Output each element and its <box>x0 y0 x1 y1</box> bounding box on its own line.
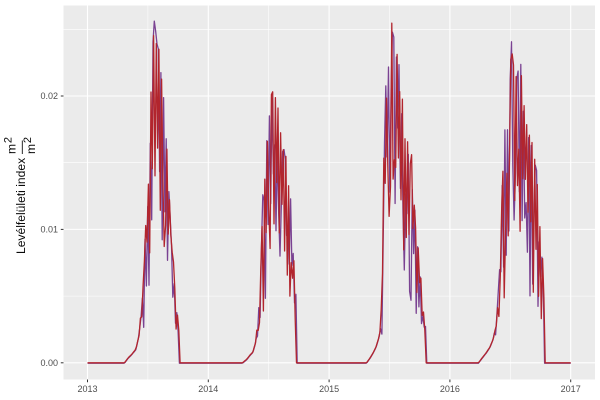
svg-text:2014: 2014 <box>198 384 218 394</box>
svg-text:2016: 2016 <box>440 384 460 394</box>
svg-text:2015: 2015 <box>319 384 339 394</box>
svg-text:0.01: 0.01 <box>40 225 58 235</box>
svg-text:2017: 2017 <box>561 384 581 394</box>
svg-text:m2: m2 <box>22 137 38 154</box>
svg-text:Levélfelületi index: Levélfelületi index <box>14 158 28 254</box>
svg-text:0.00: 0.00 <box>40 358 58 368</box>
svg-text:0.02: 0.02 <box>40 91 58 101</box>
svg-text:2013: 2013 <box>77 384 97 394</box>
svg-text:m2: m2 <box>2 137 18 154</box>
